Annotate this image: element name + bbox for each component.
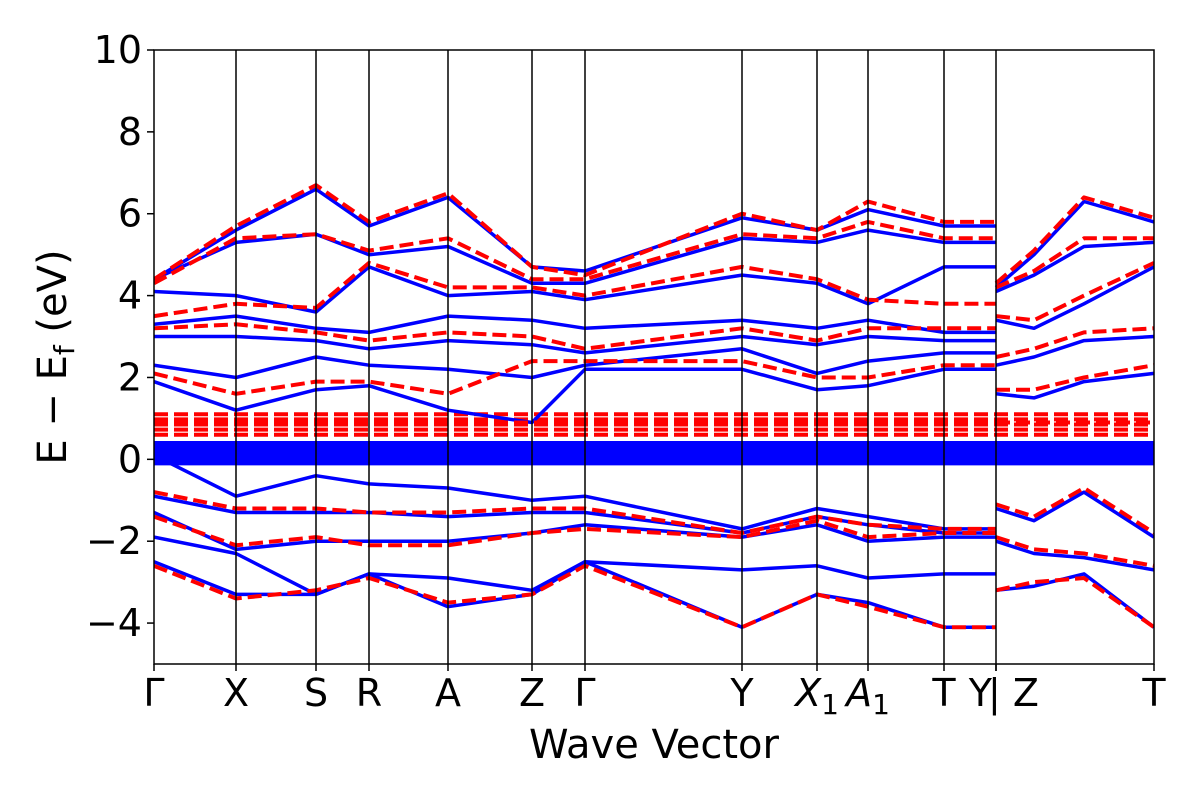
x-tick-label: | Z	[988, 671, 1039, 716]
band-line-dashed	[154, 183, 996, 281]
y-axis-label: E − Ef (eV)	[30, 249, 81, 464]
y-axis-label-main: E − E	[30, 355, 76, 465]
x-tick-label: Z	[519, 671, 545, 715]
band-line-dashed	[995, 236, 1154, 290]
band-line-dashed	[154, 219, 996, 286]
kpoint-vertical-lines	[235, 50, 997, 664]
x-tick-label: Y	[729, 671, 754, 715]
y-tick-label: 8	[118, 110, 142, 154]
y-tick-label: 0	[118, 437, 142, 481]
y-axis-ticks: −4 −2 0 2 4 6 8 10	[86, 28, 154, 645]
band-line-dashed	[154, 260, 996, 319]
band-line-solid	[995, 265, 1154, 331]
band-line-solid	[154, 314, 996, 335]
x-tick-label: T	[1141, 671, 1166, 715]
band-line-solid	[995, 572, 1154, 629]
band-line-solid	[995, 490, 1154, 539]
y-axis-label-sub: f	[48, 344, 81, 355]
band-lines	[154, 183, 1154, 630]
band-line-dashed	[995, 576, 1154, 629]
y-tick-label: 2	[118, 355, 142, 399]
y-tick-label: 4	[118, 274, 142, 318]
x-tick-label: Γ	[143, 671, 164, 715]
band-line-dashed	[996, 363, 1154, 392]
band-line-solid	[154, 510, 996, 552]
band-line-dashed	[995, 261, 1154, 323]
band-line-dashed	[995, 326, 1154, 359]
y-tick-label: −4	[86, 601, 142, 645]
x-tick-label: A	[435, 671, 461, 715]
band-line-solid	[995, 240, 1154, 294]
x-tick-label: R	[356, 671, 382, 715]
band-line-dashed	[995, 535, 1154, 568]
band-line-solid	[154, 187, 996, 281]
band-line-dashed	[154, 322, 996, 351]
x-tick-label-sub: 1	[821, 688, 839, 721]
band-line-solid	[995, 539, 1154, 572]
x-tick-label: T	[931, 671, 956, 715]
x-tick-label: X1	[793, 671, 839, 721]
y-axis-label-unit: (eV)	[30, 249, 76, 345]
x-tick-label: A1	[843, 671, 890, 721]
x-tick-label: X	[223, 671, 249, 715]
band-line-solid	[994, 199, 1154, 289]
band-line-dashed	[154, 514, 996, 548]
plot-frame	[153, 49, 1155, 665]
band-line-solid	[154, 334, 996, 355]
band-line-dashed	[995, 486, 1154, 535]
band-line-dashed	[994, 195, 1154, 285]
x-tick-label: Γ	[574, 671, 595, 715]
band-line-solid	[154, 535, 996, 597]
y-tick-label: −2	[86, 519, 142, 563]
x-tick-label: Y	[968, 671, 993, 715]
band-line-dashed	[154, 563, 996, 630]
y-tick-label: 10	[94, 28, 142, 72]
x-axis-label: Wave Vector	[529, 722, 780, 768]
band-line-solid	[995, 334, 1154, 367]
band-line-solid	[154, 367, 996, 425]
y-tick-label: 6	[118, 192, 142, 236]
band-line-solid	[154, 453, 996, 531]
x-tick-label-sub: 1	[872, 688, 890, 721]
band-line-solid	[995, 371, 1154, 400]
x-tick-label: S	[304, 671, 328, 715]
band-line-dashed	[154, 359, 996, 396]
band-line-solid	[154, 265, 996, 314]
band-line-solid	[154, 347, 996, 380]
band-line-dashed	[154, 490, 996, 535]
